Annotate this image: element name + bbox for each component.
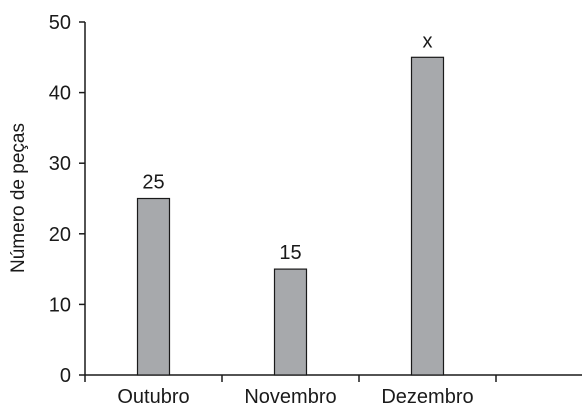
- bar-data-label: x: [423, 30, 433, 52]
- bars: [136, 56, 445, 376]
- y-axis-title: Número de peças: [8, 123, 29, 273]
- x-category-label: Outubro: [117, 386, 189, 405]
- bar-data-label: 25: [142, 172, 164, 194]
- bar-outubro: [136, 197, 171, 376]
- y-tick-label: 0: [60, 365, 71, 387]
- x-category-label: Dezembro: [381, 386, 473, 405]
- y-tick-label: 10: [49, 294, 71, 316]
- labels: Outubro 25 Novembro 15 Dezembro x: [117, 30, 473, 405]
- y-tick-label: 30: [49, 153, 71, 175]
- bar-data-label: 15: [279, 242, 301, 264]
- y-tick-label: 50: [49, 12, 71, 34]
- x-category-label: Novembro: [244, 386, 336, 405]
- bar-dezembro: [410, 56, 445, 376]
- y-tick-label: 40: [49, 83, 71, 105]
- axes: 0 10 20 30 40 50: [49, 12, 582, 387]
- bar-novembro: [273, 268, 308, 376]
- y-tick-label: 20: [49, 224, 71, 246]
